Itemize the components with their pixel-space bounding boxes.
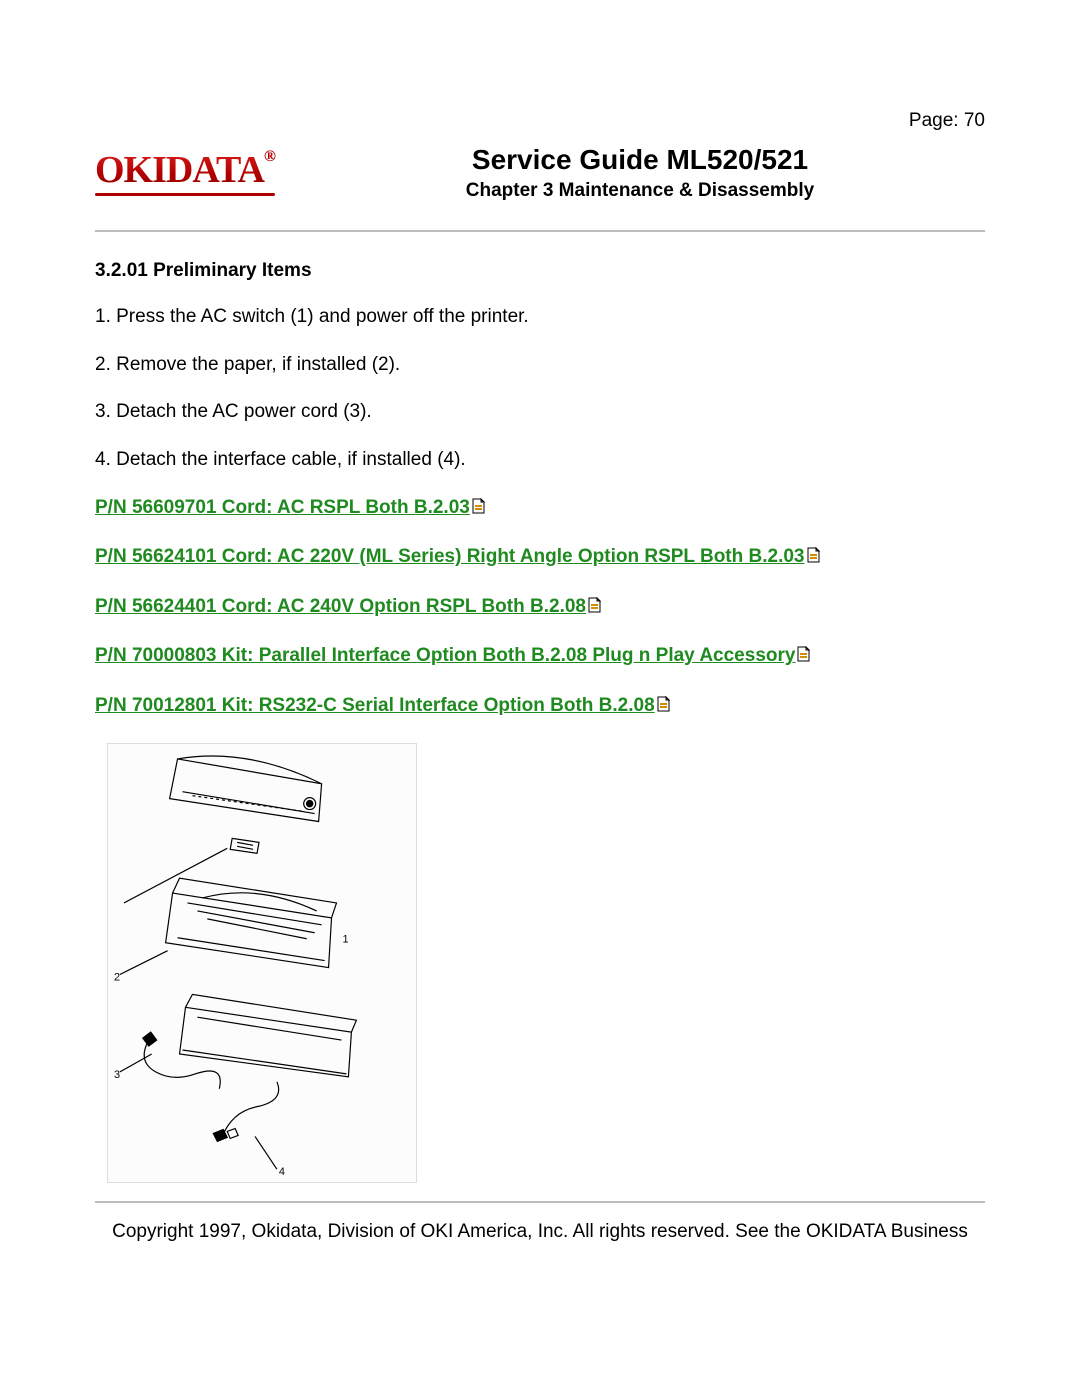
registered-mark: ® — [264, 148, 275, 165]
header-rule — [95, 230, 985, 232]
okidata-logo: OKIDATA® — [95, 148, 275, 192]
callout-1: 1 — [342, 933, 348, 945]
part-link-70012801[interactable]: P/N 70012801 Kit: RS232-C Serial Interfa… — [95, 695, 655, 716]
file-icon — [656, 696, 671, 713]
chapter-subtitle: Chapter 3 Maintenance & Disassembly — [295, 180, 985, 202]
step-4: 4. Detach the interface cable, if instal… — [95, 447, 985, 473]
callout-3: 3 — [114, 1069, 120, 1081]
step-2: 2. Remove the paper, if installed (2). — [95, 352, 985, 378]
footer-rule — [95, 1201, 985, 1203]
step-3: 3. Detach the AC power cord (3). — [95, 399, 985, 425]
callout-2: 2 — [114, 971, 120, 983]
file-icon — [471, 498, 486, 515]
part-link-56624101[interactable]: P/N 56624101 Cord: AC 220V (ML Series) R… — [95, 546, 805, 567]
step-1: 1. Press the AC switch (1) and power off… — [95, 304, 985, 330]
part-link-56624401[interactable]: P/N 56624401 Cord: AC 240V Option RSPL B… — [95, 596, 586, 617]
document-title: Service Guide ML520/521 — [295, 144, 985, 176]
logo-container: OKIDATA® — [95, 140, 295, 192]
file-icon — [796, 646, 811, 663]
logo-text: OKIDATA — [95, 149, 264, 191]
part-link-row: P/N 56624401 Cord: AC 240V Option RSPL B… — [95, 594, 985, 620]
file-icon — [806, 547, 821, 564]
part-link-56609701[interactable]: P/N 56609701 Cord: AC RSPL Both B.2.03 — [95, 497, 470, 518]
part-link-row: P/N 56609701 Cord: AC RSPL Both B.2.03 — [95, 495, 985, 521]
page-number: Page: 70 — [95, 110, 985, 132]
section-heading: 3.2.01 Preliminary Items — [95, 260, 985, 282]
preliminary-items-diagram: 1 2 3 4 — [107, 743, 417, 1183]
part-link-row: P/N 70012801 Kit: RS232-C Serial Interfa… — [95, 693, 985, 719]
callout-4: 4 — [279, 1166, 285, 1178]
file-icon — [587, 597, 602, 614]
copyright-line: Copyright 1997, Okidata, Division of OKI… — [95, 1219, 985, 1245]
part-link-70000803[interactable]: P/N 70000803 Kit: Parallel Interface Opt… — [95, 645, 795, 666]
title-block: Service Guide ML520/521 Chapter 3 Mainte… — [295, 140, 985, 202]
part-link-row: P/N 56624101 Cord: AC 220V (ML Series) R… — [95, 544, 985, 570]
document-header: OKIDATA® Service Guide ML520/521 Chapter… — [95, 140, 985, 202]
part-link-row: P/N 70000803 Kit: Parallel Interface Opt… — [95, 643, 985, 669]
